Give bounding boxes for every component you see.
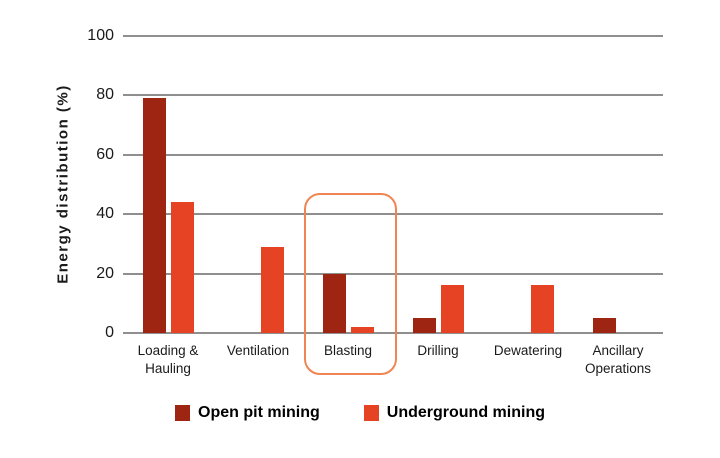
gridline-60: 60 bbox=[96, 146, 663, 163]
x-label-blasting: Blasting bbox=[323, 343, 373, 358]
legend-swatch-underground-mining bbox=[363, 405, 379, 421]
legend: Open pit mining Underground mining bbox=[0, 404, 720, 422]
x-label-dewatering: Dewatering bbox=[493, 343, 563, 358]
bar-open-pit-mining-ancillary-operations bbox=[592, 318, 616, 333]
bar-group-drilling bbox=[393, 36, 483, 333]
bar-open-pit-mining-blasting bbox=[322, 273, 346, 333]
bar-group-ancillary-operations bbox=[573, 36, 663, 333]
y-axis-title: Energy distribution (%) bbox=[54, 84, 72, 284]
bar-underground-mining-blasting bbox=[350, 327, 374, 333]
y-tick-label-40: 40 bbox=[96, 205, 114, 223]
y-tick-label-0: 0 bbox=[105, 324, 114, 341]
legend-item-open-pit-mining: Open pit mining bbox=[175, 404, 320, 422]
y-tick-label-60: 60 bbox=[96, 145, 114, 163]
blasting-highlight-box bbox=[303, 193, 397, 375]
x-label-ventilation: Ventilation bbox=[226, 343, 290, 358]
legend-label-open-pit-mining: Open pit mining bbox=[198, 404, 320, 421]
plot-area: 0 20 40 60 80 100 bbox=[87, 27, 663, 341]
x-label-ancillary-operations: Ancillary Operations bbox=[584, 343, 652, 376]
bar-underground-mining-dewatering bbox=[530, 285, 554, 333]
bar-underground-mining-ventilation bbox=[260, 246, 284, 333]
x-label-loading-hauling: Loading & Hauling bbox=[137, 343, 199, 376]
y-tick-label-20: 20 bbox=[96, 264, 114, 282]
bar-group-dewatering bbox=[483, 36, 573, 333]
legend-item-underground-mining: Underground mining bbox=[363, 404, 545, 422]
x-label-drilling: Drilling bbox=[417, 343, 459, 358]
gridline-0: 0 bbox=[105, 324, 663, 341]
bar-group-blasting bbox=[303, 36, 393, 333]
bar-open-pit-mining-drilling bbox=[412, 318, 436, 333]
bar-group-loading-hauling bbox=[123, 36, 213, 333]
gridline-20: 20 bbox=[96, 265, 663, 282]
bar-underground-mining-drilling bbox=[440, 285, 464, 333]
gridline-100: 100 bbox=[87, 27, 663, 44]
y-tick-label-100: 100 bbox=[87, 27, 114, 44]
legend-swatch-open-pit-mining bbox=[175, 405, 191, 421]
bar-open-pit-mining-loading-hauling bbox=[142, 98, 166, 333]
legend-label-underground-mining: Underground mining bbox=[386, 404, 545, 421]
y-tick-label-80: 80 bbox=[96, 86, 114, 104]
gridline-80: 80 bbox=[96, 86, 663, 103]
gridline-40: 40 bbox=[96, 205, 663, 222]
bar-group-ventilation bbox=[213, 36, 303, 333]
bar-underground-mining-loading-hauling bbox=[170, 202, 194, 333]
